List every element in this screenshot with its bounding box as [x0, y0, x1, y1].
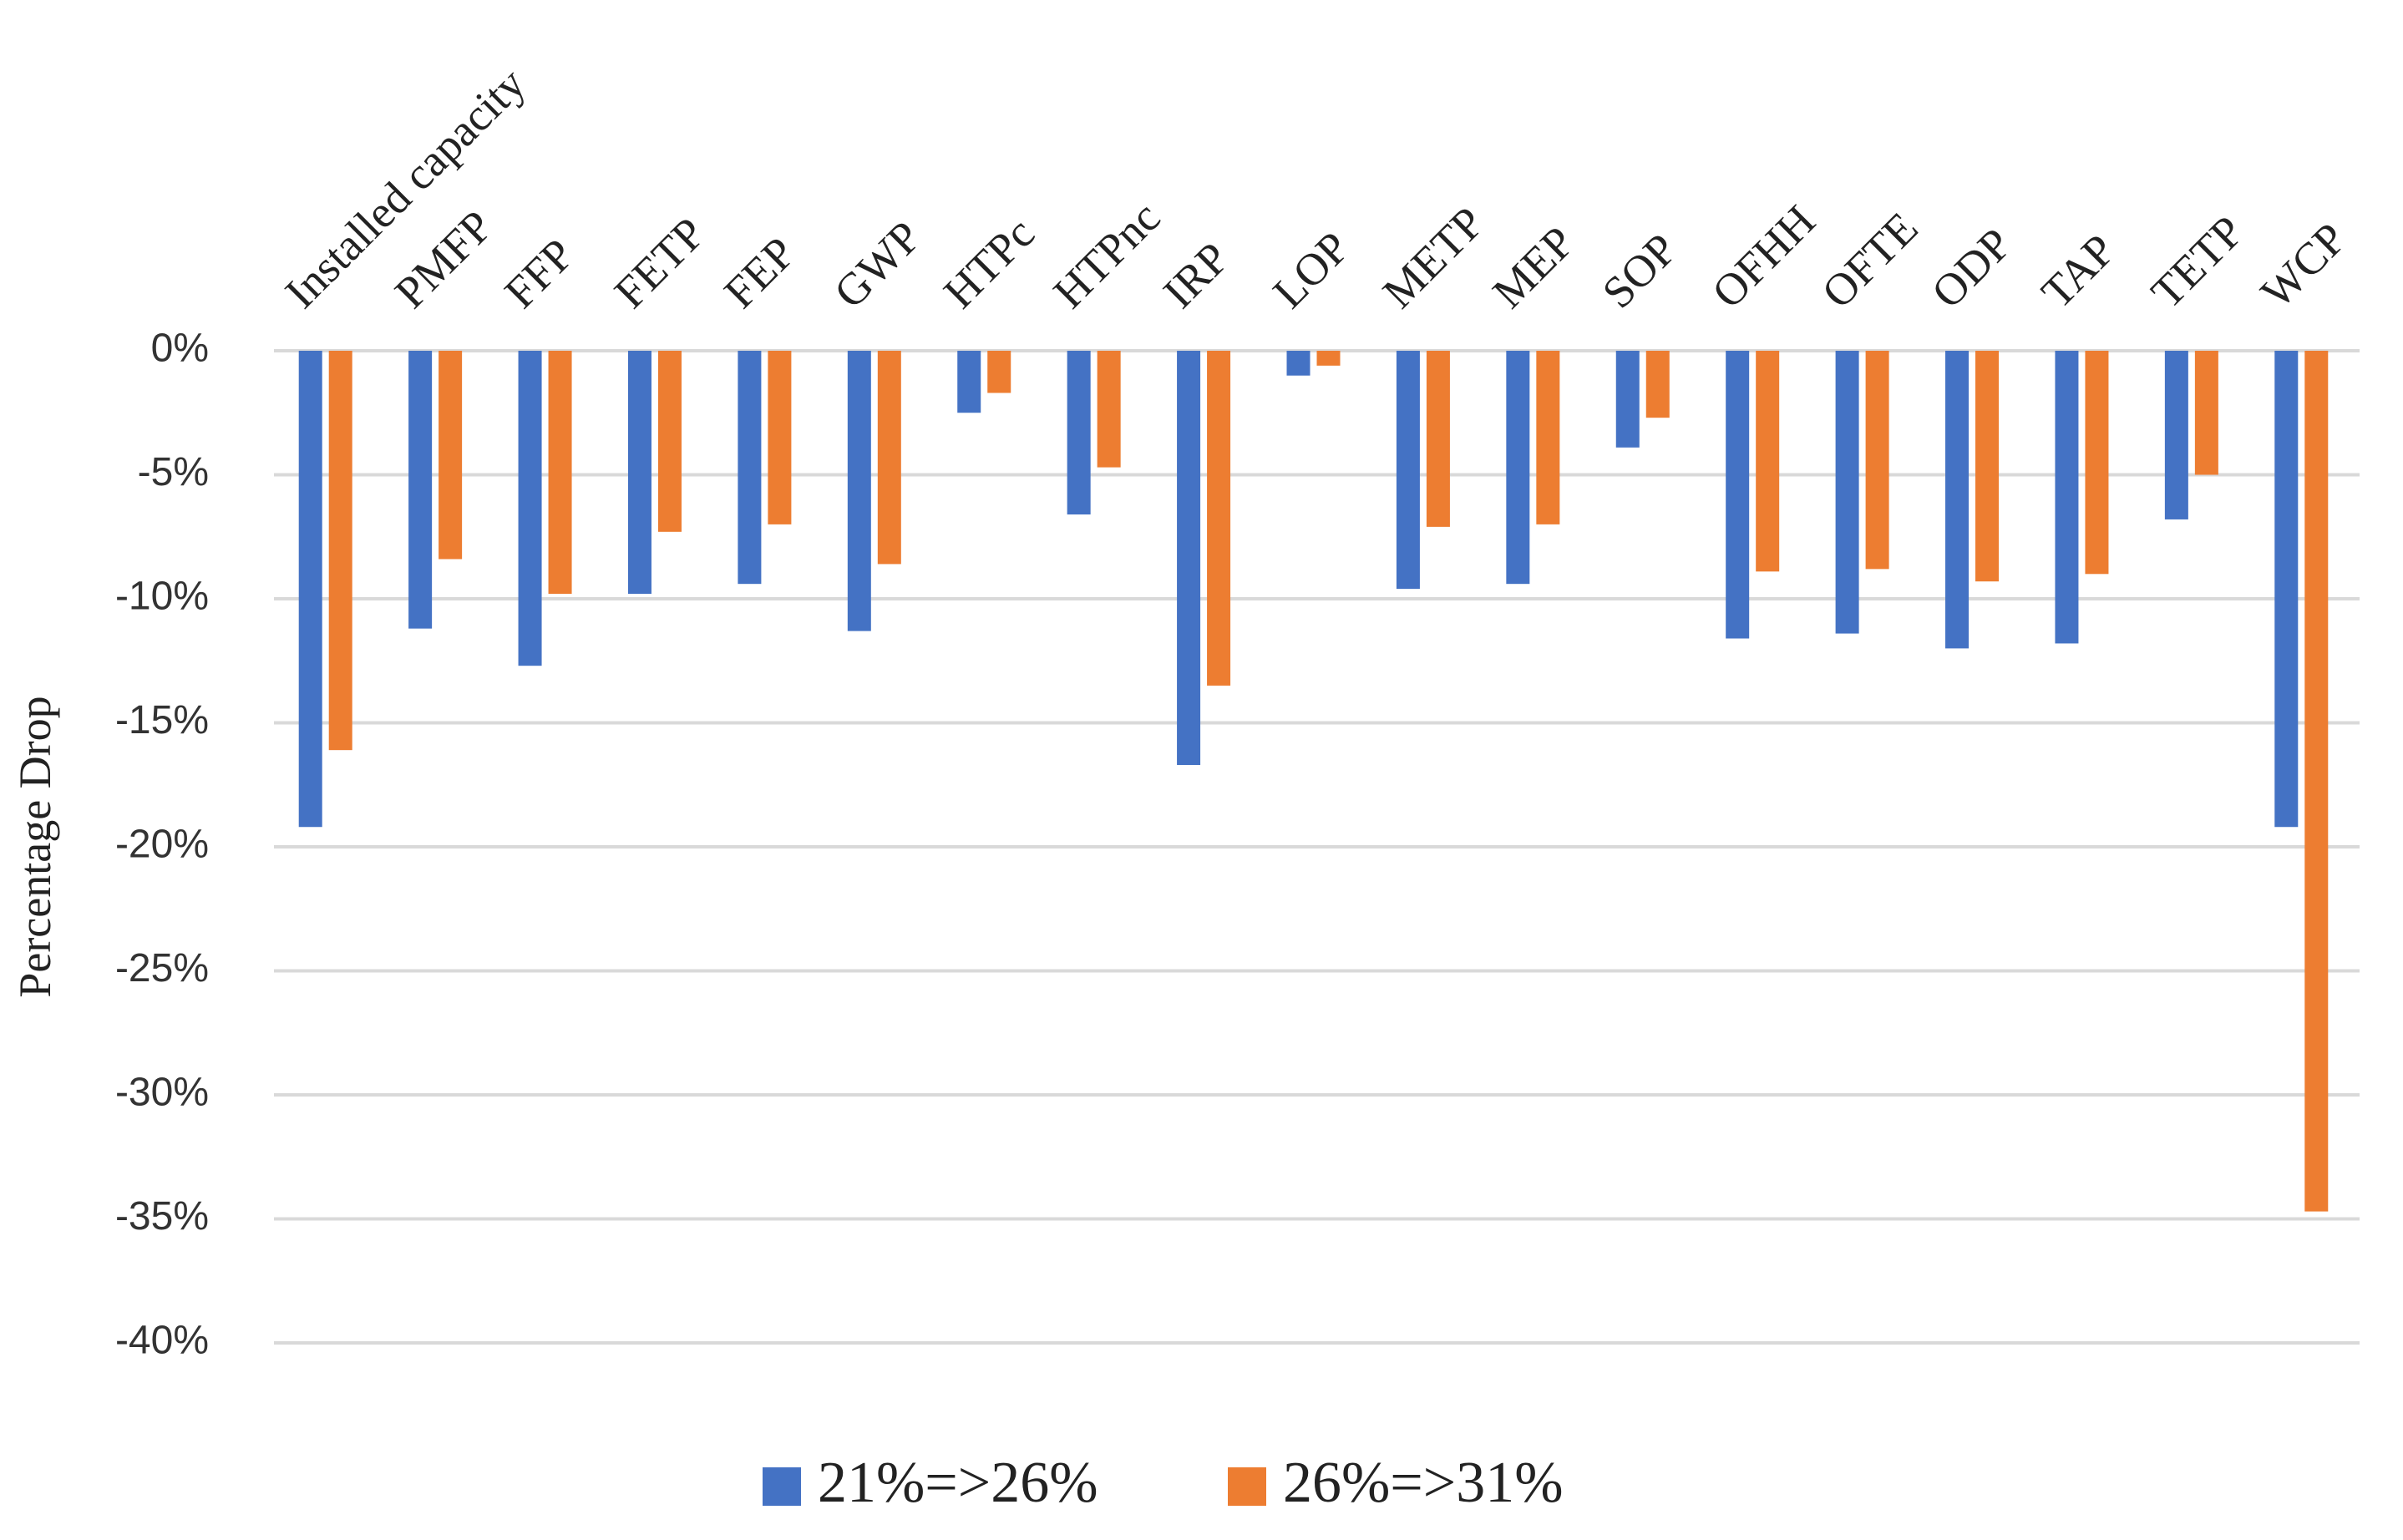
x-tick-label: SOP — [1593, 224, 1686, 317]
bar — [1286, 351, 1310, 376]
bar — [298, 351, 322, 828]
bar — [657, 351, 682, 532]
bar — [2274, 351, 2299, 828]
x-tick-label: WCP — [2251, 213, 2355, 317]
x-tick-label: FETP — [605, 208, 715, 318]
x-tick-label: MEP — [1483, 217, 1584, 318]
bar — [518, 351, 542, 666]
y-tick-label: -35% — [115, 1194, 209, 1239]
bar — [847, 351, 871, 631]
bar — [2194, 351, 2218, 475]
y-tick-label: -5% — [138, 450, 209, 494]
y-tick-label: 0% — [151, 327, 209, 371]
x-tick-label: ODP — [1922, 219, 2021, 318]
bar — [1726, 351, 1750, 639]
x-tick-label: FFP — [495, 229, 584, 317]
bar — [1835, 351, 1859, 634]
bar — [1615, 351, 1640, 448]
bar — [1177, 351, 1201, 765]
bar — [987, 351, 1011, 393]
bar — [1426, 351, 1450, 527]
y-axis-label: Percentage Drop — [10, 696, 60, 997]
bar — [1945, 351, 1970, 649]
bar — [877, 351, 901, 565]
bar — [768, 351, 792, 524]
y-tick-label: -30% — [115, 1071, 209, 1115]
bar — [2164, 351, 2188, 519]
x-tick-label: LOP — [1264, 222, 1360, 318]
x-tick-label: GWP — [824, 211, 930, 317]
bar — [408, 351, 433, 629]
bar — [439, 351, 463, 560]
bar — [627, 351, 651, 595]
legend-label: 26%=>31% — [1283, 1451, 1564, 1515]
y-tick-label: -10% — [115, 575, 209, 619]
legend-swatch — [1228, 1467, 1266, 1506]
bar — [2304, 351, 2329, 1212]
bar — [1975, 351, 2000, 582]
bar — [2055, 351, 2079, 644]
bar — [548, 351, 572, 595]
bar — [1097, 351, 1121, 468]
bar — [1756, 351, 1780, 572]
bar — [2085, 351, 2109, 575]
bar — [1207, 351, 1231, 686]
y-tick-label: -20% — [115, 823, 209, 867]
bar — [957, 351, 981, 413]
legend-label: 21%=>26% — [818, 1451, 1098, 1515]
bar — [1506, 351, 1530, 585]
x-tick-label: METP — [1373, 197, 1493, 317]
y-tick-label: -15% — [115, 698, 209, 742]
bar — [1865, 351, 1889, 570]
bar — [328, 351, 352, 751]
x-tick-label: TETP — [2142, 206, 2253, 318]
x-tick-label: TAP — [2032, 225, 2126, 318]
bar — [738, 351, 762, 585]
x-tick-label: IRP — [1153, 233, 1239, 318]
x-tick-label: HTPnc — [1044, 192, 1170, 318]
x-tick-label: HTPc — [934, 208, 1044, 318]
bar — [1536, 351, 1560, 524]
y-tick-label: -40% — [115, 1319, 209, 1363]
x-tick-label: OFHH — [1702, 195, 1824, 317]
bar — [1316, 351, 1341, 366]
x-tick-label: OFTE — [1812, 203, 1928, 318]
legend-swatch — [763, 1467, 801, 1506]
bar — [1067, 351, 1091, 515]
bar — [1396, 351, 1420, 590]
y-tick-label: -25% — [115, 946, 209, 990]
x-tick-label: FEP — [714, 227, 804, 317]
bar — [1645, 351, 1670, 418]
